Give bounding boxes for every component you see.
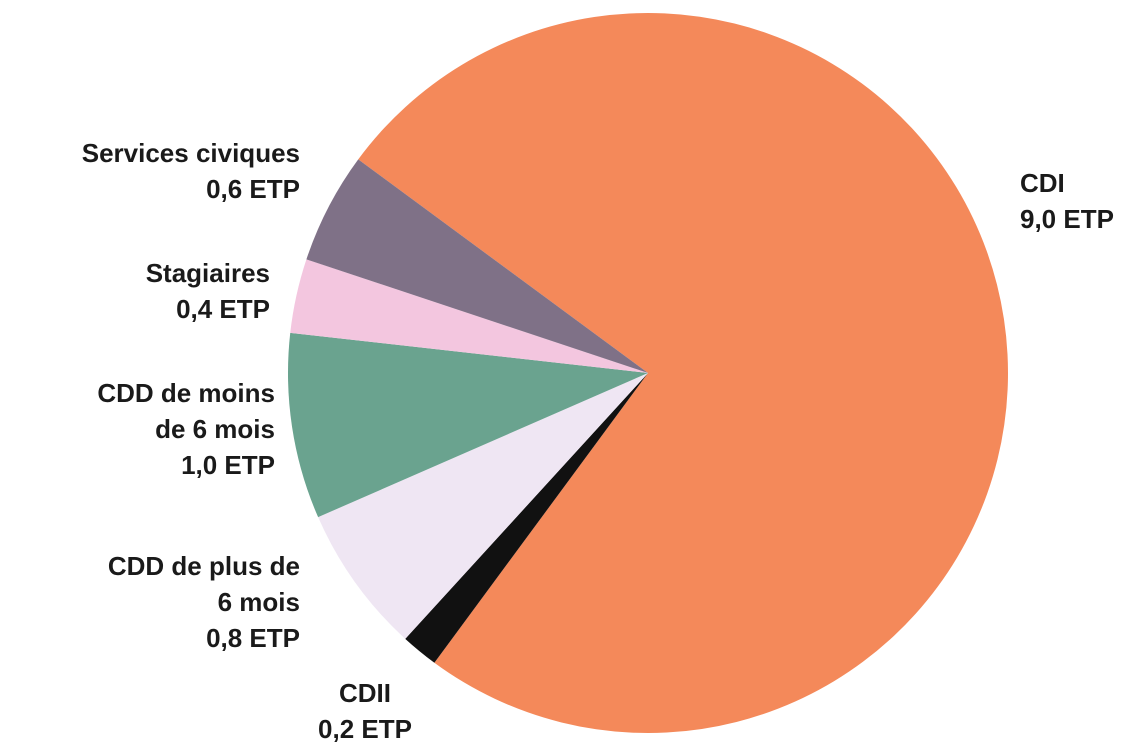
pie-slice [287,332,648,518]
slice-label: CDI 9,0 ETP [1020,165,1145,237]
pie-slice [318,373,648,639]
pie-slice [306,159,648,373]
pie-slice [405,373,648,663]
slice-label: CDII 0,2 ETP [300,675,430,746]
pie-slice [290,259,648,373]
slice-label: Stagiaires 0,4 ETP [70,255,270,327]
slice-label: CDD de moins de 6 mois 1,0 ETP [60,375,275,483]
category-label: Stagiaires [145,258,270,288]
category-label: Services civiques [81,138,300,168]
value-label: 9,0 ETP [1020,204,1114,234]
pie-slice [358,13,1008,734]
value-label: 0,8 ETP [206,623,300,653]
slice-label: Services civiques 0,6 ETP [0,135,300,207]
category-label: CDD de plus de 6 mois [107,551,300,617]
value-label: 0,4 ETP [176,294,270,324]
category-label: CDI [1020,168,1065,198]
category-label: CDII [339,678,391,708]
value-label: 1,0 ETP [181,450,275,480]
value-label: 0,2 ETP [318,714,412,744]
value-label: 0,6 ETP [206,174,300,204]
category-label: CDD de moins de 6 mois [97,378,275,444]
slice-label: CDD de plus de 6 mois 0,8 ETP [90,548,300,656]
